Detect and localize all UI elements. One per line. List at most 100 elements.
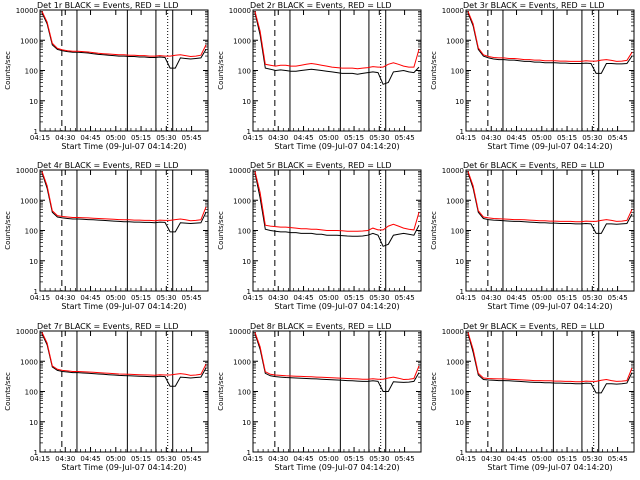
x-tick-label: 05:30 xyxy=(582,294,602,302)
chart-panel-7: Det 7r BLACK = Events, RED = LLD 1 10 100 10… xyxy=(4,322,209,472)
y-tick-label: 10000 xyxy=(16,328,38,336)
plot-frame xyxy=(252,330,422,453)
y-tick-label: 100 xyxy=(25,389,38,397)
x-tick-label: 04:30 xyxy=(55,455,75,463)
plot-frame xyxy=(39,9,209,132)
x-tick-label: 05:00 xyxy=(106,455,126,463)
lld-line xyxy=(254,332,420,381)
x-tick-label: 04:45 xyxy=(293,455,313,463)
x-tick-label: 04:15 xyxy=(243,455,263,463)
x-tick-label: 05:45 xyxy=(607,455,627,463)
x-axis-label: Start Time (09-Jul-07 04:14:20) xyxy=(61,302,186,311)
y-tick-label: 10000 xyxy=(442,7,464,15)
x-tick-label: 05:30 xyxy=(156,455,176,463)
x-tick-label: 04:15 xyxy=(243,294,263,302)
y-tick-label: 100 xyxy=(238,228,251,236)
x-tick-label: 05:00 xyxy=(532,134,552,142)
y-tick-label: 1 xyxy=(460,128,464,136)
y-tick-label: 100 xyxy=(451,228,464,236)
events-line xyxy=(254,12,420,85)
lld-line xyxy=(41,11,207,58)
y-tick-label: 1 xyxy=(34,449,38,457)
x-tick-label: 04:45 xyxy=(80,134,100,142)
y-tick-label: 10 xyxy=(455,419,464,427)
lld-line xyxy=(467,332,633,383)
y-tick-label: 10000 xyxy=(229,167,251,175)
x-axis-label: Start Time (09-Jul-07 04:14:20) xyxy=(61,142,186,151)
y-tick-label: 1000 xyxy=(233,358,251,366)
x-tick-label: 05:00 xyxy=(319,294,339,302)
y-axis-label: Counts/sec xyxy=(4,51,12,90)
y-tick-label: 1 xyxy=(34,128,38,136)
lld-line xyxy=(254,171,420,232)
x-tick-label: 05:45 xyxy=(394,134,414,142)
y-axis-label: Counts/sec xyxy=(217,372,225,411)
chart-panel-6: Det 6r BLACK = Events, RED = LLD 1 10 100 10… xyxy=(430,161,635,311)
y-axis-label: Counts/sec xyxy=(430,372,438,411)
y-tick-label: 1000 xyxy=(446,37,464,45)
chart-title: Det 3r BLACK = Events, RED = LLD xyxy=(463,1,605,10)
x-axis-label: Start Time (09-Jul-07 04:14:20) xyxy=(274,142,399,151)
y-tick-label: 1 xyxy=(34,288,38,296)
chart-panel-4: Det 4r BLACK = Events, RED = LLD 1 10 100 10… xyxy=(4,161,209,311)
x-tick-label: 05:15 xyxy=(557,134,577,142)
chart-title: Det 4r BLACK = Events, RED = LLD xyxy=(37,161,179,170)
x-tick-label: 04:30 xyxy=(268,294,288,302)
y-tick-label: 10 xyxy=(29,258,38,266)
lld-line xyxy=(467,171,633,223)
x-axis-label: Start Time (09-Jul-07 04:14:20) xyxy=(274,463,399,472)
y-tick-label: 100 xyxy=(451,389,464,397)
x-tick-label: 04:45 xyxy=(506,455,526,463)
chart-title: Det 9r BLACK = Events, RED = LLD xyxy=(463,322,605,331)
plot-frame xyxy=(465,169,635,292)
x-tick-label: 04:30 xyxy=(55,134,75,142)
x-tick-label: 05:30 xyxy=(156,294,176,302)
x-tick-label: 04:45 xyxy=(293,134,313,142)
x-tick-label: 05:00 xyxy=(319,455,339,463)
y-tick-label: 10000 xyxy=(16,167,38,175)
y-tick-label: 10000 xyxy=(442,167,464,175)
events-line xyxy=(41,172,207,233)
chart-panel-3: Det 3r BLACK = Events, RED = LLD 1 10 100 10… xyxy=(430,1,635,151)
y-tick-label: 1000 xyxy=(233,37,251,45)
x-tick-label: 04:45 xyxy=(506,134,526,142)
x-tick-label: 05:15 xyxy=(131,134,151,142)
events-line xyxy=(41,333,207,387)
x-tick-label: 05:15 xyxy=(131,455,151,463)
x-tick-label: 05:00 xyxy=(532,455,552,463)
x-tick-label: 04:15 xyxy=(243,134,263,142)
plot-frame xyxy=(465,9,635,132)
lld-line xyxy=(41,171,207,222)
x-tick-label: 05:30 xyxy=(156,134,176,142)
x-tick-label: 04:45 xyxy=(80,455,100,463)
events-line xyxy=(467,333,633,394)
x-tick-label: 05:15 xyxy=(344,455,364,463)
x-tick-label: 04:15 xyxy=(456,134,476,142)
x-tick-label: 04:15 xyxy=(30,134,50,142)
x-tick-label: 04:15 xyxy=(456,455,476,463)
y-tick-label: 1000 xyxy=(233,197,251,205)
x-tick-label: 04:30 xyxy=(481,294,501,302)
x-tick-label: 04:30 xyxy=(481,134,501,142)
x-tick-label: 05:30 xyxy=(369,455,389,463)
y-axis-label: Counts/sec xyxy=(4,211,12,250)
y-axis-label: Counts/sec xyxy=(430,51,438,90)
x-tick-label: 04:45 xyxy=(506,294,526,302)
chart-panel-8: Det 8r BLACK = Events, RED = LLD 1 10 100 10… xyxy=(217,322,422,472)
y-tick-label: 1 xyxy=(460,449,464,457)
x-tick-label: 05:45 xyxy=(394,455,414,463)
plot-frame xyxy=(39,169,209,292)
y-tick-label: 10 xyxy=(242,419,251,427)
y-axis-label: Counts/sec xyxy=(4,372,12,411)
lld-line xyxy=(254,11,420,70)
y-tick-label: 100 xyxy=(25,228,38,236)
y-tick-label: 10000 xyxy=(442,328,464,336)
lld-line xyxy=(41,332,207,376)
x-tick-label: 04:30 xyxy=(55,294,75,302)
y-tick-label: 1000 xyxy=(20,37,38,45)
y-tick-label: 100 xyxy=(25,68,38,76)
chart-panel-2: Det 2r BLACK = Events, RED = LLD 1 10 100 10… xyxy=(217,1,422,151)
events-line xyxy=(254,333,420,392)
y-axis-label: Counts/sec xyxy=(217,211,225,250)
chart-title: Det 7r BLACK = Events, RED = LLD xyxy=(37,322,179,331)
